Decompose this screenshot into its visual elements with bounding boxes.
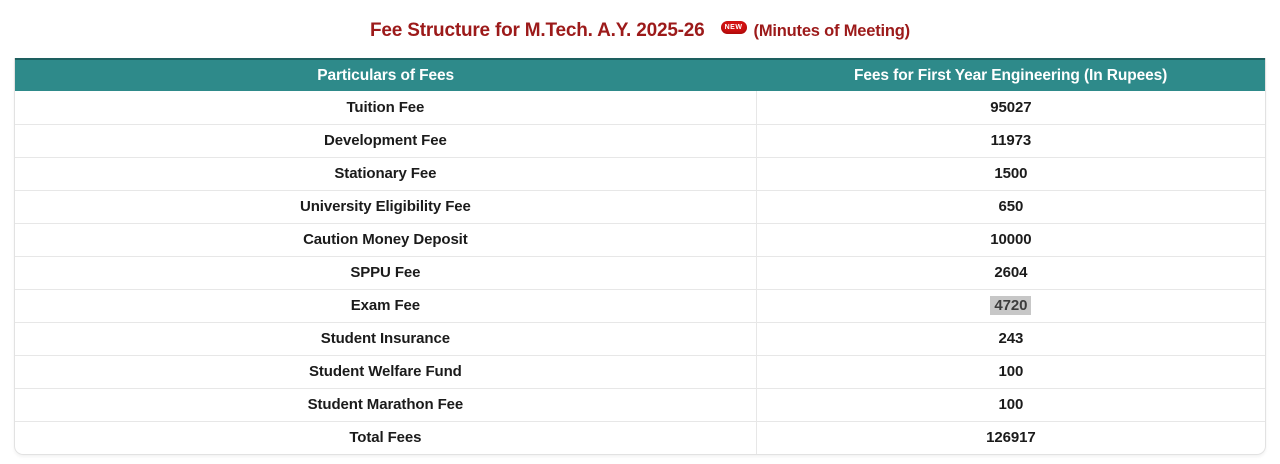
fee-particular-label: Tuition Fee — [346, 98, 425, 116]
fee-particular-label: Total Fees — [349, 429, 422, 447]
table-row: Student Insurance 243 — [15, 321, 1265, 355]
fee-amount-value: 1500 — [994, 165, 1028, 182]
fee-amount-value: 10000 — [990, 231, 1032, 248]
fee-amount-cell: 100 — [756, 354, 1265, 388]
fee-particular-cell: University Eligibility Fee — [15, 189, 757, 223]
fee-amount-value: 243 — [998, 330, 1024, 347]
table-row: Total Fees 126917 — [15, 420, 1265, 454]
table-row: Caution Money Deposit 10000 — [15, 222, 1265, 256]
fee-particular-cell: Caution Money Deposit — [15, 222, 757, 256]
fee-particular-label: University Eligibility Fee — [299, 198, 471, 215]
fee-particular-cell: Exam Fee — [15, 288, 757, 322]
table-row: University Eligibility Fee 650 — [15, 189, 1265, 223]
title-bar: Fee Structure for M.Tech. A.Y. 2025-26 N… — [0, 0, 1280, 58]
fee-amount-value: 100 — [998, 396, 1024, 413]
page-title: Fee Structure for M.Tech. A.Y. 2025-26 — [370, 20, 705, 41]
fee-particular-label: Student Welfare Fund — [309, 363, 462, 380]
fee-amount-cell: 11973 — [756, 123, 1265, 157]
column-header-fees: Fees for First Year Engineering (In Rupe… — [756, 58, 1265, 91]
fee-particular-cell: Student Marathon Fee — [15, 387, 757, 421]
fee-particular-cell: SPPU Fee — [15, 255, 757, 289]
fee-amount-cell: 243 — [756, 321, 1265, 355]
fee-table: Particulars of Fees Fees for First Year … — [15, 58, 1265, 454]
fee-amount-value: 650 — [998, 198, 1024, 215]
fee-amount-value: 4720 — [990, 296, 1032, 315]
fee-table-container: Particulars of Fees Fees for First Year … — [14, 58, 1266, 455]
fee-particular-label: Stationary Fee — [334, 165, 437, 182]
fee-particular-cell: Student Insurance — [15, 321, 757, 355]
fee-amount-value: 95027 — [990, 98, 1032, 116]
fee-amount-cell: 4720 — [756, 288, 1265, 322]
table-row: Exam Fee 4720 — [15, 288, 1265, 322]
table-row: Development Fee 11973 — [15, 123, 1265, 157]
fee-amount-cell: 95027 — [756, 91, 1265, 124]
fee-particular-label: Student Marathon Fee — [307, 396, 464, 413]
fee-particular-label: Caution Money Deposit — [303, 231, 468, 248]
fee-amount-cell: 1500 — [756, 156, 1265, 190]
fee-particular-cell: Tuition Fee — [15, 91, 757, 124]
fee-amount-cell: 100 — [756, 387, 1265, 421]
fee-particular-cell: Development Fee — [15, 123, 757, 157]
new-badge-icon: NEW — [720, 20, 747, 34]
fee-particular-label: Exam Fee — [350, 297, 420, 314]
fee-amount-cell: 10000 — [756, 222, 1265, 256]
fee-particular-label: Development Fee — [324, 132, 447, 149]
fee-particular-label: Student Insurance — [320, 330, 450, 347]
fee-amount-value: 100 — [998, 363, 1024, 380]
fee-table-body: Tuition Fee 95027 Development Fee 11973 … — [15, 91, 1265, 454]
fee-particular-cell: Total Fees — [15, 420, 757, 454]
fee-amount-cell: 650 — [756, 189, 1265, 223]
table-row: Student Marathon Fee 100 — [15, 387, 1265, 421]
table-row: SPPU Fee 2604 — [15, 255, 1265, 289]
fee-particular-cell: Stationary Fee — [15, 156, 757, 190]
fee-amount-cell: 2604 — [756, 255, 1265, 289]
table-row: Student Welfare Fund 100 — [15, 354, 1265, 388]
table-header-row: Particulars of Fees Fees for First Year … — [15, 58, 1265, 91]
fee-particular-label: SPPU Fee — [350, 264, 421, 281]
table-row: Tuition Fee 95027 — [15, 91, 1265, 124]
fee-particular-cell: Student Welfare Fund — [15, 354, 757, 388]
fee-amount-value: 126917 — [986, 429, 1036, 447]
fee-amount-cell: 126917 — [756, 420, 1265, 454]
minutes-of-meeting-link[interactable]: (Minutes of Meeting) — [753, 21, 911, 40]
column-header-particulars: Particulars of Fees — [15, 58, 757, 91]
fee-amount-value: 11973 — [990, 132, 1032, 149]
table-row: Stationary Fee 1500 — [15, 156, 1265, 190]
fee-amount-value: 2604 — [994, 264, 1028, 281]
